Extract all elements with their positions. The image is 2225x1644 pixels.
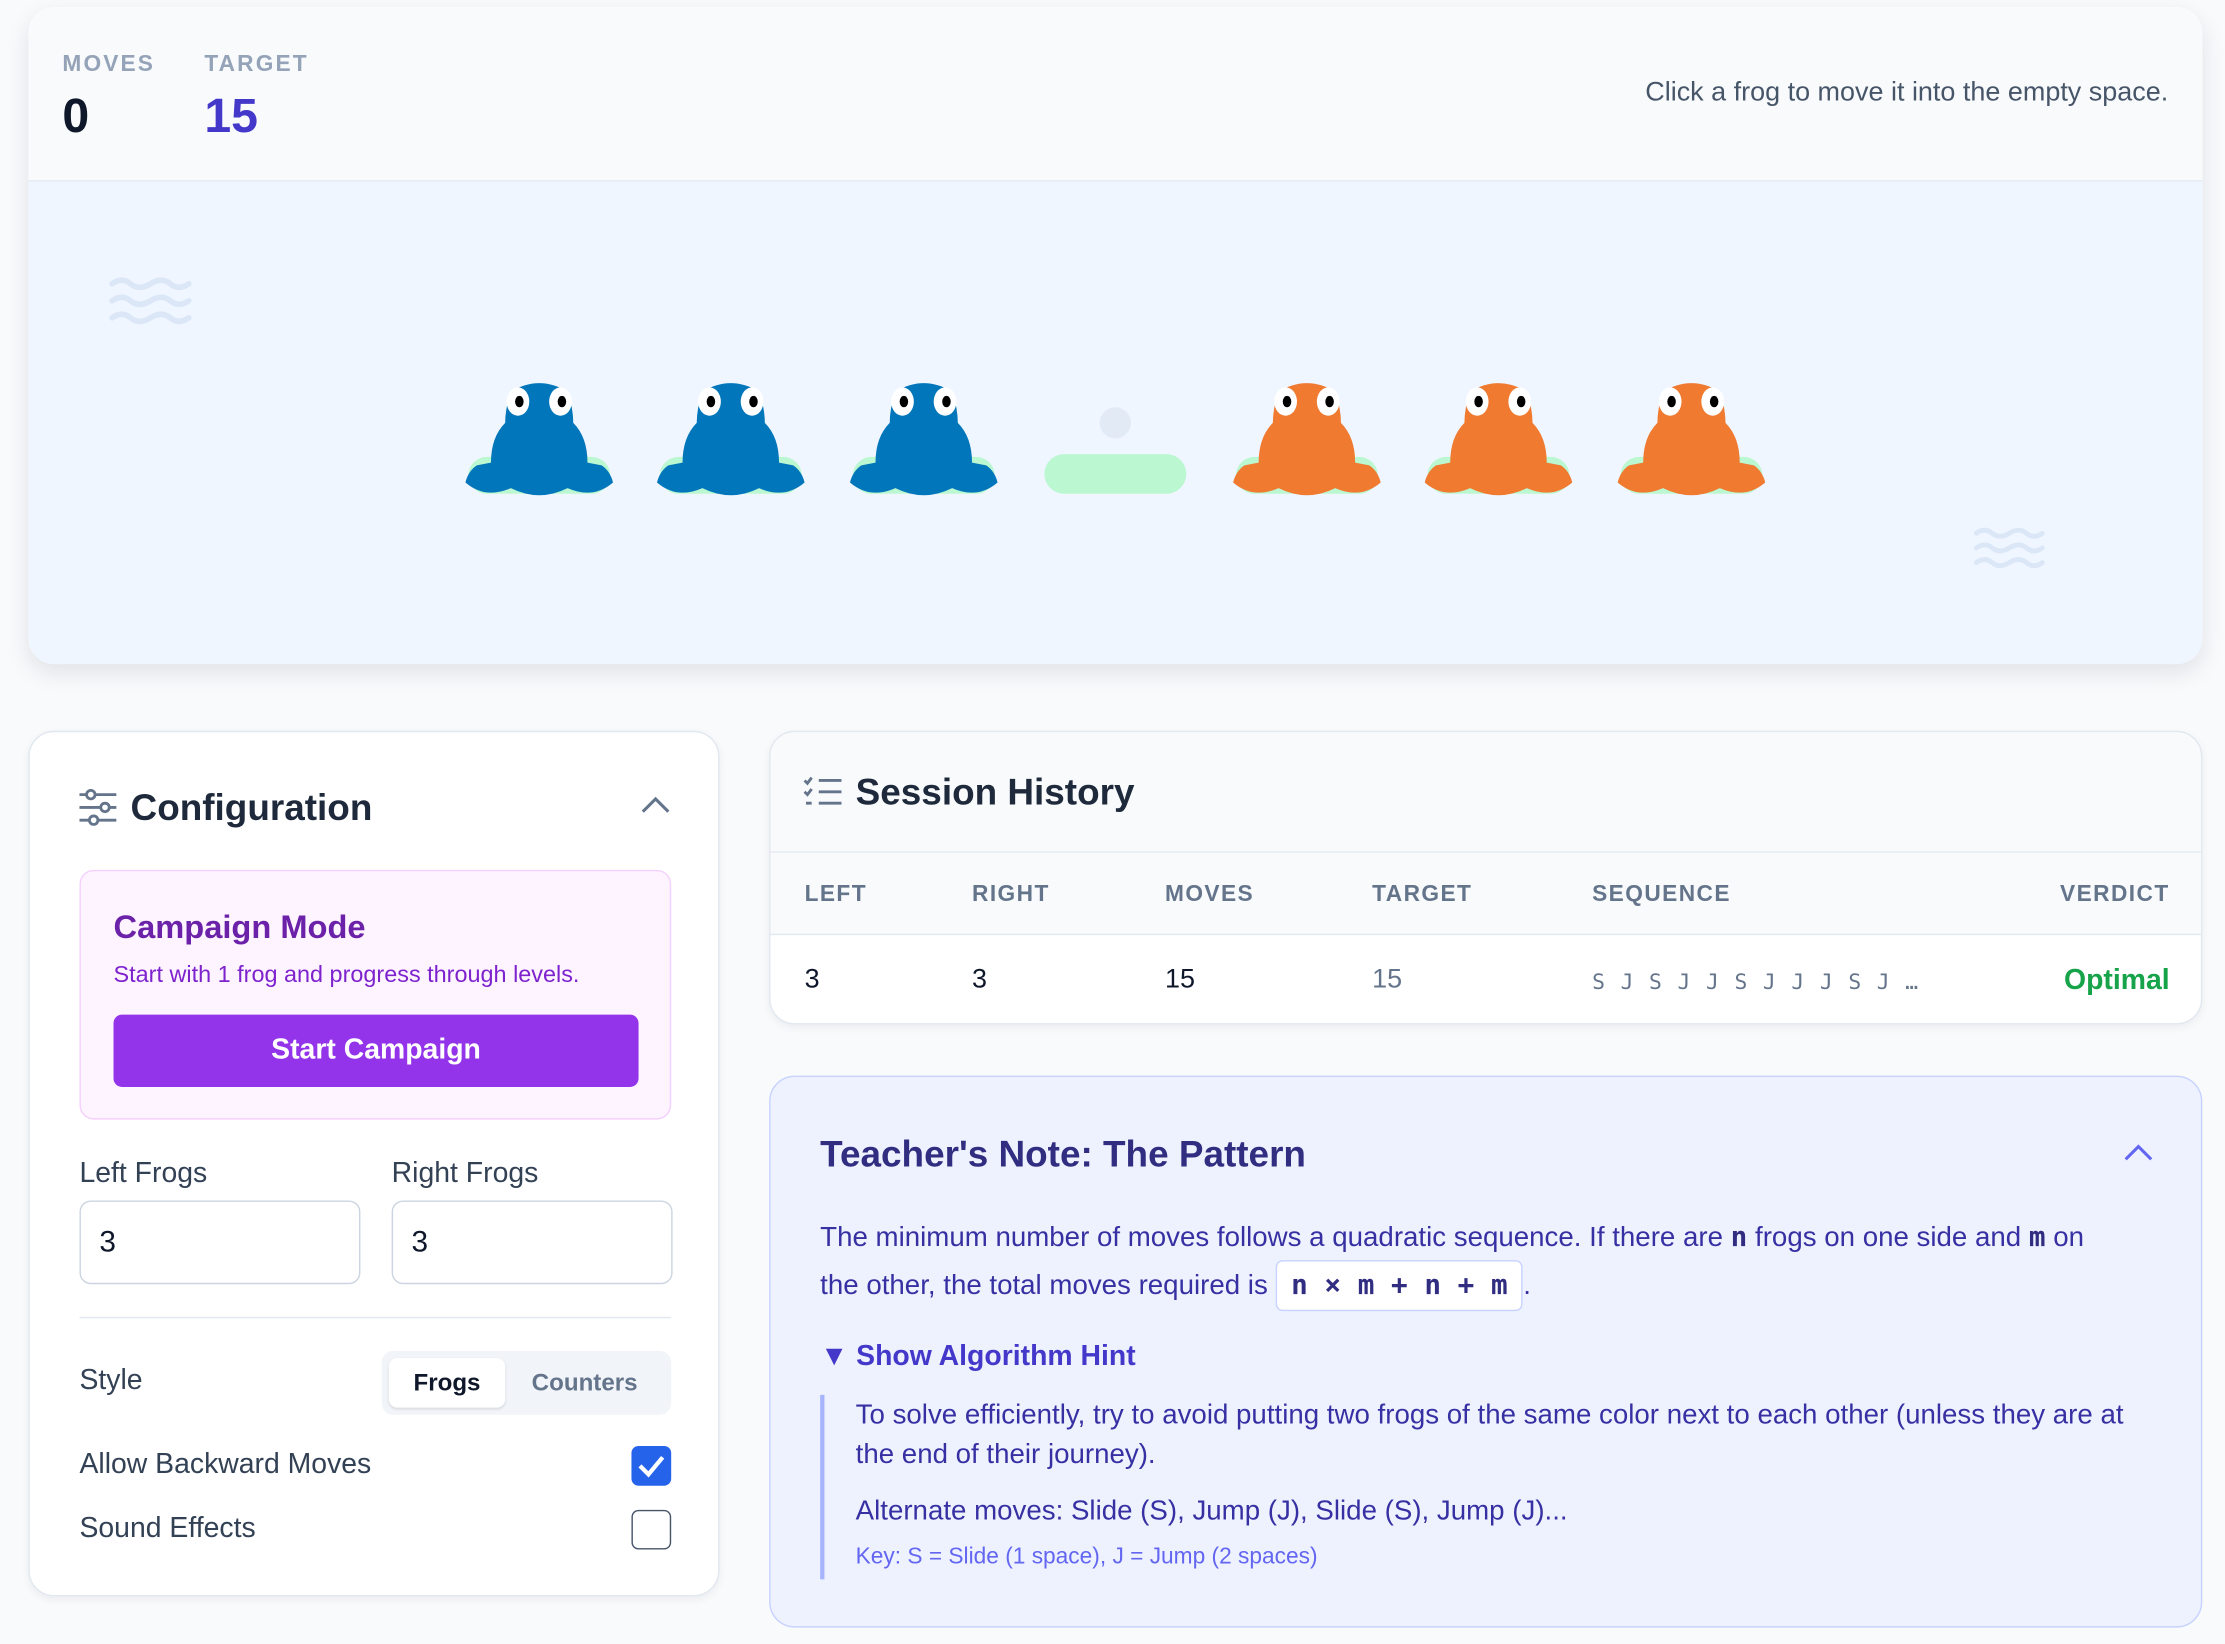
history-title: Session History xyxy=(855,770,1135,814)
hint-body: To solve efficiently, try to avoid putti… xyxy=(820,1394,2154,1580)
orange-frog[interactable] xyxy=(1617,380,1766,496)
divider xyxy=(79,1316,672,1319)
waves-icon xyxy=(109,277,192,325)
style-label: Style xyxy=(79,1365,143,1397)
campaign-mode-box: Campaign Mode Start with 1 frog and prog… xyxy=(79,869,672,1120)
blue-frog[interactable] xyxy=(849,380,998,496)
target-label: TARGET xyxy=(204,52,309,77)
campaign-description: Start with 1 frog and progress through l… xyxy=(113,962,580,988)
right-frogs-input[interactable] xyxy=(391,1200,673,1285)
var-n: n xyxy=(1730,1220,1748,1253)
pond-board xyxy=(28,181,2203,665)
var-m: m xyxy=(2028,1220,2046,1253)
show-algorithm-hint-toggle[interactable]: ▼ Show Algorithm Hint xyxy=(820,1340,1136,1373)
col-right: RIGHT xyxy=(972,882,1050,907)
col-sequence: SEQUENCE xyxy=(1592,882,1731,907)
text: frogs on one side and xyxy=(1747,1221,2029,1253)
col-moves: MOVES xyxy=(1164,882,1255,907)
orange-frog[interactable] xyxy=(1424,380,1573,496)
moves-label: MOVES xyxy=(62,52,156,77)
text: the other, the total moves required is xyxy=(820,1270,1276,1302)
col-left: LEFT xyxy=(804,882,868,907)
style-toggle: Frogs Counters xyxy=(381,1350,672,1415)
sound-effects-label: Sound Effects xyxy=(79,1512,256,1544)
table-header xyxy=(770,852,2201,936)
left-frogs-label: Left Frogs xyxy=(79,1157,208,1190)
hint-text: To solve efficiently, try to avoid putti… xyxy=(855,1399,2124,1471)
chevron-up-icon[interactable] xyxy=(640,795,671,815)
orange-frog[interactable] xyxy=(1233,380,1381,496)
cell-left: 3 xyxy=(804,964,820,995)
left-frogs-input[interactable] xyxy=(79,1200,361,1285)
sound-effects-checkbox[interactable] xyxy=(631,1509,672,1550)
backward-moves-label: Allow Backward Moves xyxy=(79,1448,372,1481)
session-history-panel: Session History LEFT RIGHT MOVES TARGET … xyxy=(769,730,2203,1025)
hint-key: Key: S = Slide (1 space), J = Jump (2 sp… xyxy=(855,1545,1318,1570)
blue-frog[interactable] xyxy=(465,380,614,496)
moves-value: 0 xyxy=(62,89,90,144)
style-option-frogs[interactable]: Frogs xyxy=(388,1357,506,1408)
start-campaign-button[interactable]: Start Campaign xyxy=(113,1014,639,1087)
note-paragraph-line2: the other, the total moves required is n… xyxy=(820,1260,1531,1312)
chevron-up-icon[interactable] xyxy=(2123,1142,2154,1162)
configuration-title: Configuration xyxy=(130,786,373,829)
empty-lily-pad xyxy=(1044,407,1187,494)
col-target: TARGET xyxy=(1372,882,1473,907)
configuration-panel: Configuration Campaign Mode Start with 1… xyxy=(28,730,720,1597)
cell-moves: 15 xyxy=(1164,964,1195,995)
waves-icon xyxy=(1973,527,2045,569)
text: The minimum number of moves follows a qu… xyxy=(820,1221,1731,1253)
style-option-counters[interactable]: Counters xyxy=(531,1369,638,1397)
cell-right: 3 xyxy=(972,964,988,995)
cell-sequence: S J S J J S J J J S J … xyxy=(1592,969,1920,995)
right-frogs-label: Right Frogs xyxy=(391,1157,539,1190)
teachers-note-panel: Teacher's Note: The Pattern The minimum … xyxy=(769,1075,2203,1628)
game-header: MOVES 0 TARGET 15 Click a frog to move i… xyxy=(28,7,2203,182)
list-check-icon xyxy=(803,776,842,805)
sliders-icon xyxy=(79,788,117,826)
formula: n × m + n + m xyxy=(1275,1260,1524,1312)
cell-target: 15 xyxy=(1372,964,1403,995)
note-paragraph-line1: The minimum number of moves follows a qu… xyxy=(820,1213,2084,1261)
cell-verdict: Optimal xyxy=(2064,964,2170,997)
hint-alternate: Alternate moves: Slide (S), Jump (J), Sl… xyxy=(855,1495,1568,1527)
note-title: Teacher's Note: The Pattern xyxy=(820,1132,1306,1175)
text: . xyxy=(1523,1270,1531,1302)
text: on xyxy=(2045,1221,2085,1253)
game-panel: MOVES 0 TARGET 15 Click a frog to move i… xyxy=(28,7,2203,665)
target-value: 15 xyxy=(204,89,259,144)
campaign-title: Campaign Mode xyxy=(113,908,366,946)
history-header: Session History xyxy=(770,732,2201,853)
check-icon xyxy=(638,1455,665,1478)
backward-moves-checkbox[interactable] xyxy=(631,1445,672,1486)
blue-frog[interactable] xyxy=(656,380,805,496)
instruction-text: Click a frog to move it into the empty s… xyxy=(1645,78,2169,108)
col-verdict: VERDICT xyxy=(2060,882,2170,907)
